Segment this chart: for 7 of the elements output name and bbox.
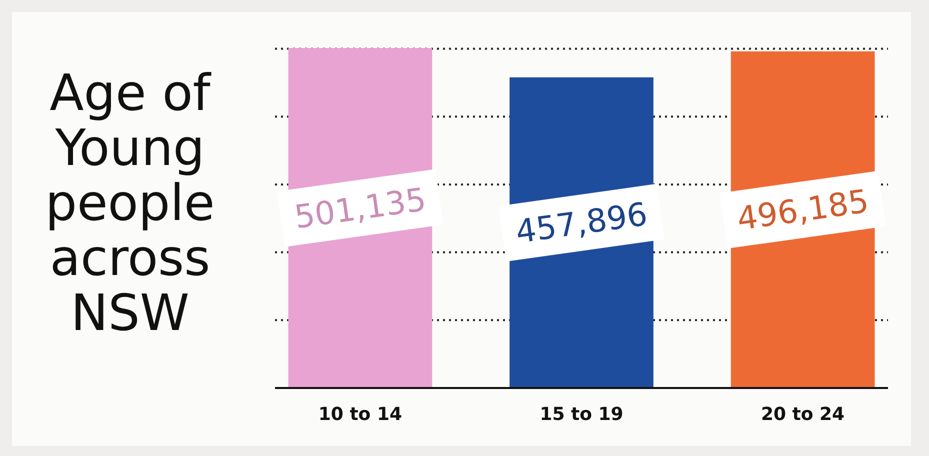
x-tick-label: 20 to 24: [760, 404, 845, 425]
x-tick-label: 15 to 19: [540, 404, 624, 425]
text: Age of Young people across NSW: [45, 64, 215, 342]
x-tick-label: 10 to 14: [318, 404, 402, 425]
data-label: 457,896: [513, 194, 650, 251]
data-label: 501,135: [292, 180, 428, 236]
data-label: 496,185: [734, 182, 871, 238]
